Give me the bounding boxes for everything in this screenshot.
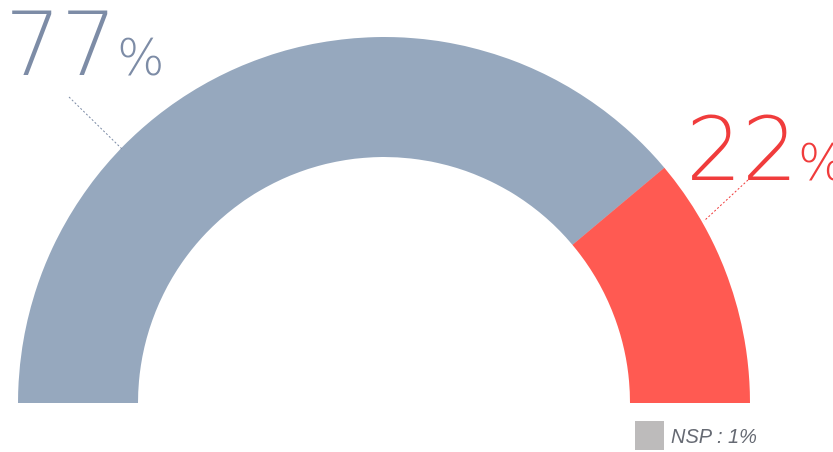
data-label-22-value: 22: [686, 98, 798, 201]
data-label-77-unit: %: [117, 29, 165, 87]
legend-label-nsp: NSP : 1%: [671, 426, 757, 448]
slice-22: [572, 167, 750, 403]
data-label-22-unit: %: [798, 134, 833, 192]
legend-swatch-nsp: [635, 421, 664, 450]
leader-line-77: [68, 96, 123, 150]
data-label-77-value: 77: [5, 0, 117, 96]
slice-77: [18, 37, 665, 404]
data-label-77: 77%: [5, 0, 165, 96]
data-label-22: 22%: [686, 98, 833, 201]
slices-group: [18, 37, 750, 404]
